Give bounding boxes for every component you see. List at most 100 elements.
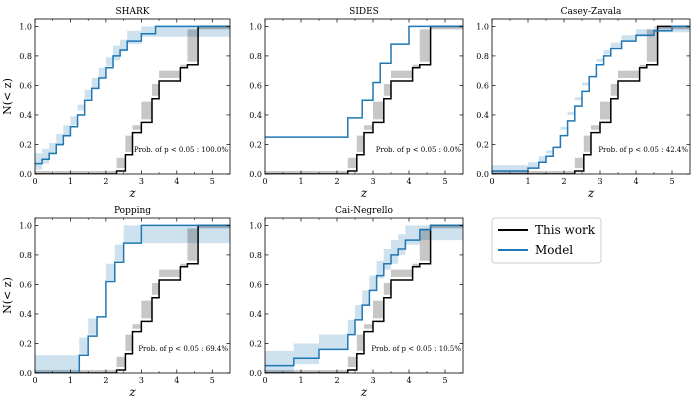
y-tick-label: 1.0 (19, 221, 32, 230)
x-tick-label: 4 (406, 177, 411, 186)
x-tick-label: 5 (210, 177, 215, 186)
x-tick-label: 2 (334, 177, 339, 186)
series-line-model (35, 224, 230, 373)
x-tick-label: 2 (103, 376, 108, 385)
x-axis-label: z (128, 186, 136, 200)
y-tick-label: 0.0 (19, 369, 32, 378)
y-tick-label: 0.8 (19, 52, 32, 61)
y-tick-label: 0.2 (19, 140, 32, 149)
x-axis-label: z (360, 385, 368, 399)
series-line-model (492, 25, 690, 172)
x-tick-label: 3 (370, 376, 375, 385)
panel-title: SIDES (349, 7, 379, 17)
x-tick-label: 4 (174, 177, 179, 186)
panel-title: Casey-Zavala (561, 7, 622, 17)
panel-title: Cai-Negrello (335, 206, 393, 216)
x-tick-label: 2 (561, 177, 566, 186)
probability-annotation: Prob. of p < 0.05 : 0.0% (376, 146, 462, 154)
y-tick-label: 0.6 (249, 280, 262, 289)
y-tick-label: 0.8 (476, 52, 489, 61)
x-tick-label: 3 (139, 376, 144, 385)
y-tick-label: 1.0 (476, 22, 489, 31)
x-axis-label: z (128, 385, 136, 399)
y-tick-label: 0.2 (249, 339, 262, 348)
axes-frame (264, 18, 464, 175)
legend-label-this-work: This work (535, 223, 596, 237)
plot-area (265, 25, 463, 174)
series-line-this-work (35, 224, 230, 373)
x-tick-label: 0 (262, 177, 267, 186)
x-tick-label: 2 (103, 177, 108, 186)
panel-popping: 0 1 2 3 4 5 0.0 0.2 0.4 0.6 0.8 1.0 Popping z N(< z) Pr… (1, 206, 231, 399)
y-tick-label: 0.0 (249, 170, 262, 179)
y-tick-label: 0.4 (249, 111, 262, 120)
series-line-model (265, 25, 463, 138)
model-uncertainty-band (265, 225, 463, 373)
y-axis-label: N(< z) (1, 277, 14, 314)
axes-frame (34, 18, 231, 175)
axes-frame (34, 217, 231, 374)
y-tick-label: 1.0 (249, 221, 262, 230)
x-tick-label: 1 (298, 376, 303, 385)
y-tick-label: 0.2 (19, 339, 32, 348)
y-tick-label: 0.6 (249, 81, 262, 90)
series-line-model (265, 224, 463, 367)
x-tick-label: 5 (210, 376, 215, 385)
x-tick-label: 0 (262, 376, 267, 385)
x-tick-label: 3 (139, 177, 144, 186)
panels: 0 1 2 3 4 5 0.0 0.2 0.4 0.6 0.8 1.0 SHARK z N(< z) Prob… (1, 7, 691, 399)
x-tick-label: 0 (32, 376, 37, 385)
model-uncertainty-band (35, 225, 230, 373)
y-tick-label: 0.6 (19, 81, 32, 90)
x-tick-label: 4 (633, 177, 638, 186)
x-axis-label: z (587, 186, 595, 200)
panel-cai-negrello: 0 1 2 3 4 5 0.0 0.2 0.4 0.6 0.8 1.0 Cai-Negrello z Pro… (249, 206, 464, 399)
y-tick-label: 0.2 (249, 140, 262, 149)
panel-casey-zavala: 0 1 2 3 4 5 0.0 0.2 0.4 0.6 0.8 1.0 Casey-Zavala z Pro… (476, 7, 691, 200)
axes-frame (264, 217, 464, 374)
legend: This work Model (491, 217, 602, 264)
y-tick-label: 0.8 (249, 52, 262, 61)
probability-annotation: Prob. of p < 0.05 : 100.0% (134, 146, 228, 154)
y-tick-label: 0.8 (249, 251, 262, 260)
plot-area (265, 224, 463, 373)
x-tick-label: 1 (68, 177, 73, 186)
y-tick-label: 0.0 (249, 369, 262, 378)
x-tick-label: 4 (406, 376, 411, 385)
x-tick-label: 1 (68, 376, 73, 385)
panel-shark: 0 1 2 3 4 5 0.0 0.2 0.4 0.6 0.8 1.0 SHARK z N(< z) Prob… (1, 7, 231, 200)
x-tick-label: 1 (525, 177, 530, 186)
series-line-this-work (265, 25, 463, 174)
probability-annotation: Prob. of p < 0.05 : 42.4% (598, 146, 688, 154)
legend-label-model: Model (535, 243, 573, 257)
x-tick-label: 5 (442, 177, 447, 186)
panel-title: Popping (114, 206, 151, 216)
y-tick-label: 1.0 (249, 22, 262, 31)
y-tick-label: 0.4 (19, 111, 32, 120)
x-tick-label: 1 (298, 177, 303, 186)
x-tick-label: 0 (489, 177, 494, 186)
plot-area (35, 25, 230, 174)
series-line-this-work (265, 224, 463, 373)
plot-area (492, 25, 690, 174)
y-tick-label: 0.8 (19, 251, 32, 260)
plot-area (35, 224, 230, 373)
probability-annotation: Prob. of p < 0.05 : 10.5% (371, 345, 461, 353)
y-tick-label: 1.0 (19, 22, 32, 31)
series-line-model (35, 25, 230, 165)
series-line-this-work (35, 25, 230, 174)
y-tick-label: 0.0 (476, 170, 489, 179)
y-tick-label: 0.6 (476, 81, 489, 90)
x-tick-label: 5 (442, 376, 447, 385)
x-tick-label: 5 (669, 177, 674, 186)
y-tick-label: 0.4 (249, 310, 262, 319)
axes-frame (491, 18, 691, 175)
series-line-this-work (492, 25, 690, 174)
x-tick-label: 0 (32, 177, 37, 186)
probability-annotation: Prob. of p < 0.05 : 69.4% (138, 345, 228, 353)
x-tick-label: 2 (334, 376, 339, 385)
y-axis-label: N(< z) (1, 78, 14, 115)
y-tick-label: 0.0 (19, 170, 32, 179)
y-tick-label: 0.4 (476, 111, 489, 120)
